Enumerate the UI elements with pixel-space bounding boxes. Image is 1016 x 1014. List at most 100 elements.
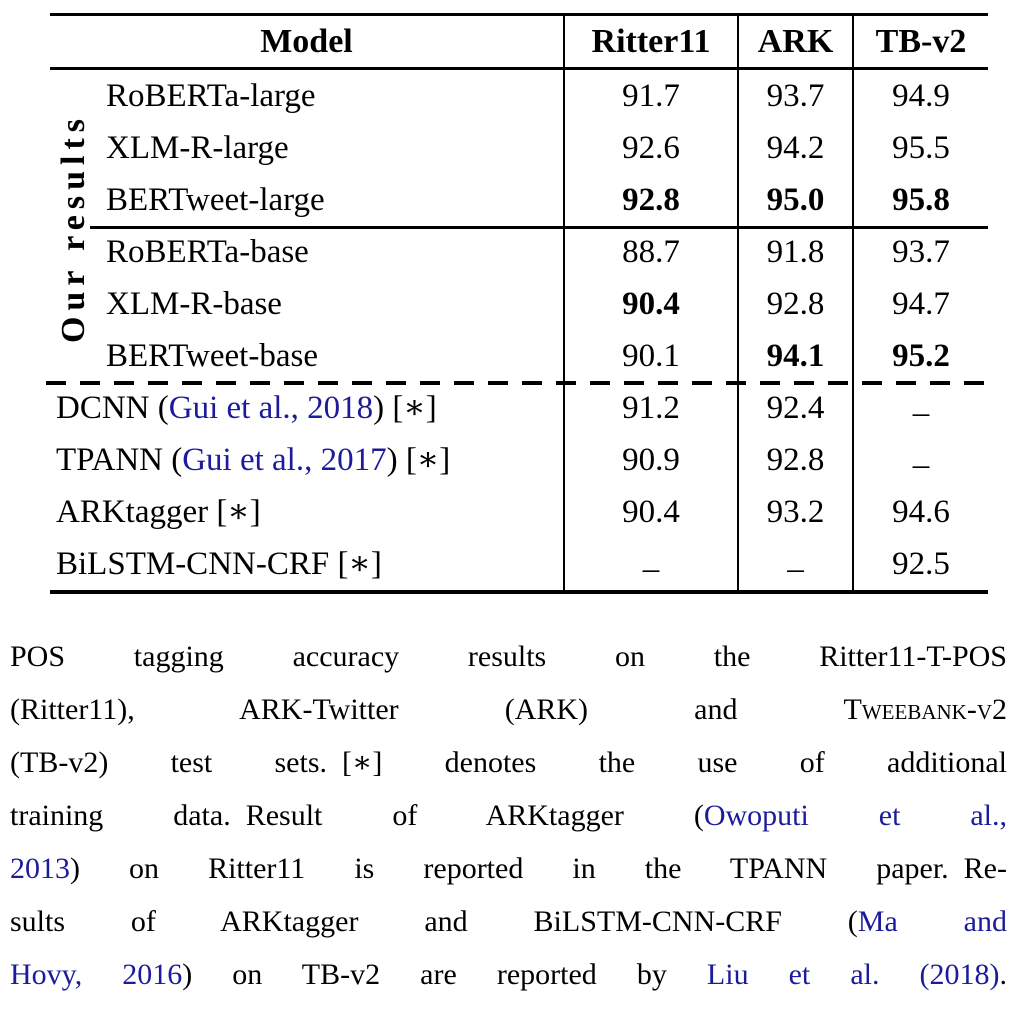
text-segment: ) [∗] <box>386 442 451 478</box>
table-row: BERTweet-large 92.8 95.0 95.8 <box>50 174 988 226</box>
table-row: RoBERTa-base 88.7 91.8 93.7 <box>50 226 988 278</box>
dashed-rule-divider <box>46 381 994 385</box>
score-value: 90.1 <box>622 337 680 374</box>
score-cell: – <box>737 538 852 590</box>
citation-link[interactable]: Gui et al., 2018 <box>168 390 374 426</box>
score-value: 93.2 <box>766 493 825 530</box>
score-cell: 94.9 <box>852 70 988 122</box>
caption-line-1: POS tagging accuracy results on the Ritt… <box>10 630 1007 683</box>
text-segment: XLM-R-large <box>106 130 289 166</box>
missing-value-dash: – <box>642 550 660 587</box>
text-segment: BiLSTM-CNN-CRF [∗] <box>56 546 382 582</box>
score-cell: 92.6 <box>563 122 737 174</box>
column-header-ritter11: Ritter11 <box>563 16 737 67</box>
text-segment: ) on TB-v2 are reported by <box>182 958 707 991</box>
text-segment: (Ritter11), ARK-Twitter (ARK) and <box>10 693 844 726</box>
table-row: ARKtagger [∗] 90.4 93.2 94.6 <box>50 486 988 538</box>
score-value: 95.8 <box>892 181 950 218</box>
missing-value-dash: – <box>912 394 930 431</box>
score-value: 91.7 <box>622 77 680 114</box>
smallcaps-text: Tweebank-v2 <box>843 693 1007 726</box>
column-header-model: Model <box>260 22 353 60</box>
text-segment: POS tagging accuracy results on the Ritt… <box>10 640 1007 673</box>
citation-link[interactable]: Hovy, 2016 <box>10 958 183 991</box>
model-name-cell: RoBERTa-large <box>50 70 563 122</box>
score-value: 92.4 <box>766 389 825 426</box>
text-segment: (TB-v2) test sets. [∗] denotes the use o… <box>10 746 1007 779</box>
missing-value-dash: – <box>912 446 930 483</box>
model-name-cell: XLM-R-large <box>50 122 563 174</box>
model-name-cell: RoBERTa-base <box>50 226 563 278</box>
table-row: RoBERTa-large 91.7 93.7 94.9 <box>50 70 988 122</box>
score-cell: 92.8 <box>737 434 852 486</box>
score-cell: 92.4 <box>737 382 852 434</box>
caption-line-4: training data. Result of ARKtagger (Owop… <box>10 789 1007 842</box>
model-name-cell: TPANN (Gui et al., 2017) [∗] <box>50 434 563 486</box>
score-cell: 92.8 <box>737 278 852 330</box>
score-cell: 91.7 <box>563 70 737 122</box>
score-value: 95.0 <box>766 181 825 218</box>
score-cell: 93.7 <box>852 226 988 278</box>
citation-link[interactable]: Gui et al., 2017 <box>182 442 387 478</box>
score-value: 95.5 <box>892 129 950 166</box>
citation-link[interactable]: Ma and <box>857 905 1007 938</box>
score-value: 92.8 <box>766 441 825 478</box>
caption-line-5: 2013) on Ritter11 is reported in the TPA… <box>10 842 1007 895</box>
model-name-cell: BiLSTM-CNN-CRF [∗] <box>50 538 563 590</box>
score-cell: 93.7 <box>737 70 852 122</box>
score-value: 88.7 <box>622 233 680 270</box>
text-segment: RoBERTa-base <box>106 234 309 270</box>
citation-link[interactable]: Owoputi et al., <box>703 799 1007 832</box>
score-cell: 94.7 <box>852 278 988 330</box>
score-cell: 94.6 <box>852 486 988 538</box>
score-value: 93.7 <box>766 77 825 114</box>
score-cell: 90.1 <box>563 330 737 382</box>
citation-link[interactable]: Liu et al. (2018) <box>706 958 1000 991</box>
citation-link[interactable]: 2013 <box>10 852 70 885</box>
table-row: BiLSTM-CNN-CRF [∗] – – 92.5 <box>50 538 988 590</box>
side-label-our-results: Our results <box>55 112 92 344</box>
column-header-tbv2: TB-v2 <box>852 16 988 67</box>
score-value: 91.8 <box>766 233 825 270</box>
score-cell: 95.5 <box>852 122 988 174</box>
score-value: 95.2 <box>892 337 950 374</box>
text-segment: TPANN ( <box>56 442 183 478</box>
score-value: 94.1 <box>766 337 825 374</box>
model-name-cell: BERTweet-base <box>50 330 563 382</box>
pos-results-table: Model Ritter11 ARK TB-v2 RoBERTa-large 91… <box>46 13 994 594</box>
score-cell: 88.7 <box>563 226 737 278</box>
score-cell: – <box>852 434 988 486</box>
score-value: 90.9 <box>622 441 680 478</box>
table-row: XLM-R-large 92.6 94.2 95.5 <box>50 122 988 174</box>
score-cell: 90.9 <box>563 434 737 486</box>
caption-line-3: (TB-v2) test sets. [∗] denotes the use o… <box>10 736 1007 789</box>
model-name-cell: XLM-R-base <box>50 278 563 330</box>
score-value: 94.7 <box>892 285 950 322</box>
score-cell: 94.2 <box>737 122 852 174</box>
text-segment: BERTweet-base <box>106 338 318 374</box>
caption-line-6: sults of ARKtagger and BiLSTM-CNN-CRF (M… <box>10 895 1007 948</box>
score-cell: 91.2 <box>563 382 737 434</box>
score-value: 90.4 <box>622 285 680 322</box>
text-segment: training data. Result of ARKtagger ( <box>10 799 704 832</box>
score-value: 92.8 <box>622 181 680 218</box>
text-segment: sults of ARKtagger and BiLSTM-CNN-CRF ( <box>10 905 858 938</box>
score-cell: 90.4 <box>563 486 737 538</box>
score-value: 94.2 <box>766 129 825 166</box>
text-segment: DCNN ( <box>56 390 169 426</box>
text-segment: XLM-R-base <box>106 286 282 322</box>
score-cell: – <box>852 382 988 434</box>
table-row: TPANN (Gui et al., 2017) [∗] 90.9 92.8 – <box>50 434 988 486</box>
score-cell: 94.1 <box>737 330 852 382</box>
mid-rule-divider <box>90 226 988 229</box>
column-header-ark: ARK <box>737 16 852 67</box>
table-header-row: Model Ritter11 ARK TB-v2 <box>50 16 988 70</box>
table-row: XLM-R-base 90.4 92.8 94.7 <box>50 278 988 330</box>
text-segment: RoBERTa-large <box>106 78 316 114</box>
score-value: 91.2 <box>622 389 680 426</box>
score-cell: 91.8 <box>737 226 852 278</box>
score-cell: 90.4 <box>563 278 737 330</box>
score-cell: 95.0 <box>737 174 852 226</box>
score-value: 90.4 <box>622 493 680 530</box>
